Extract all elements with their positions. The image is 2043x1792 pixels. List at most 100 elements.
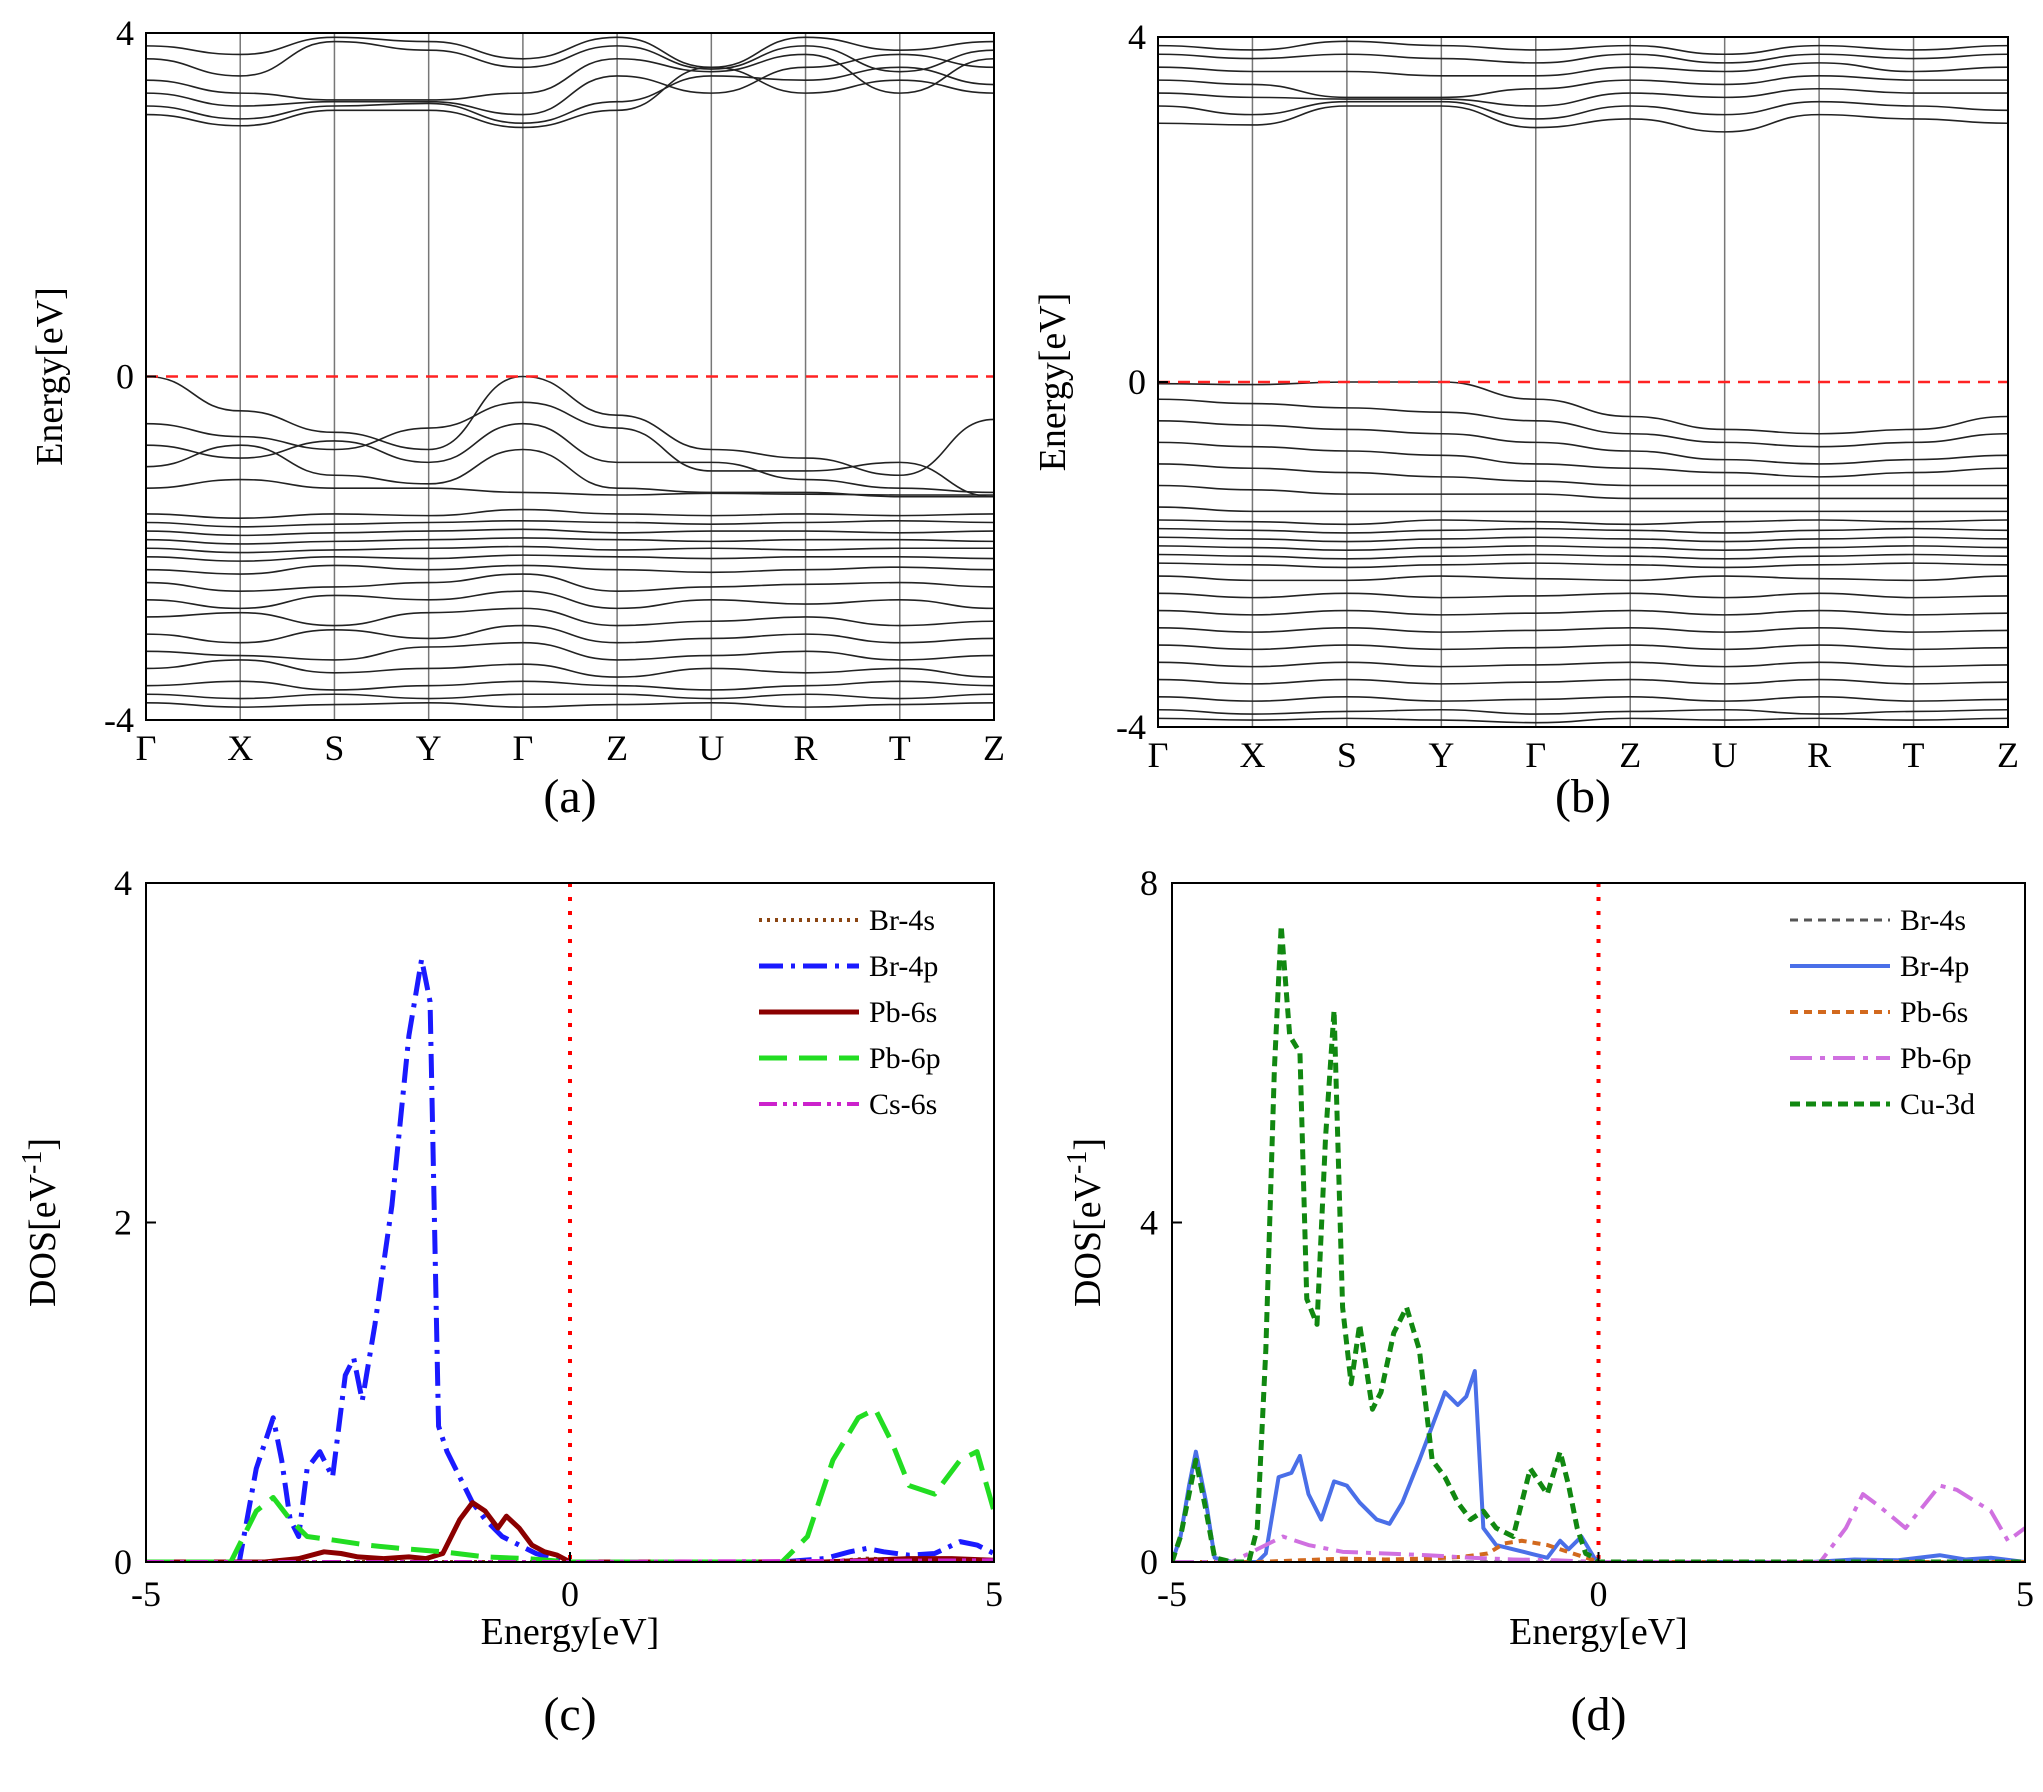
x-axis-label: Energy[eV] (481, 1611, 660, 1653)
y-axis-label-superscript: -1 (1062, 1151, 1093, 1174)
x-axis-label: Energy[eV] (1509, 1611, 1688, 1653)
y-tick-label: 0 (1128, 362, 1146, 402)
band-line (1158, 40, 2008, 56)
y-axis-label: DOS[eV-1] (1062, 1138, 1109, 1307)
band-line (1158, 463, 2008, 487)
y-tick-label: 8 (1140, 863, 1158, 903)
panel-label: (b) (1555, 770, 1611, 823)
x-tick-label: -5 (131, 1574, 161, 1614)
panel-c: -5 0 5024Energy[eV]DOS[eV-1]Br-4sBr-4pPb-6… (17, 863, 1003, 1741)
kpoint-label: Γ (136, 728, 157, 768)
y-axis-label-main: DOS[eV (1067, 1173, 1109, 1307)
band-line (1158, 75, 2008, 99)
y-axis-label: Energy[eV] (29, 287, 71, 466)
y-tick-label: 0 (116, 357, 134, 397)
legend-label: Pb-6s (1900, 996, 1968, 1029)
band-line (146, 554, 994, 562)
band-line (1158, 398, 2008, 448)
band-line (1158, 484, 2008, 500)
band-line (1158, 53, 2008, 64)
legend-label: Cs-6s (869, 1088, 937, 1121)
y-tick-label: 4 (1140, 1203, 1158, 1243)
series-line-br-4p (146, 956, 994, 1562)
band-line (1158, 420, 2008, 465)
band-line (1158, 545, 2008, 551)
band-line (1158, 627, 2008, 633)
band-line (1158, 441, 2008, 478)
band-line (146, 545, 994, 554)
legend-label: Cu-3d (1900, 1088, 1975, 1121)
band-line (146, 537, 994, 545)
y-tick-label: 4 (114, 863, 132, 903)
series-line-cs-6s (146, 1558, 994, 1562)
kpoint-label: Z (1619, 735, 1641, 775)
band-line (146, 573, 994, 592)
band-line (146, 375, 994, 477)
legend-label: Br-4s (1900, 904, 1966, 937)
kpoint-label: X (227, 728, 253, 768)
band-line (146, 641, 994, 661)
band-line (1158, 536, 2008, 543)
kpoint-label: Z (606, 728, 628, 768)
kpoint-label: Z (983, 728, 1005, 768)
kpoint-label: Γ (512, 728, 533, 768)
band-line (1158, 87, 2008, 107)
band-line (146, 508, 994, 519)
band-line (1158, 609, 2008, 616)
y-tick-label: 0 (114, 1542, 132, 1582)
band-line (146, 519, 994, 528)
legend: Br-4s Br-4p Pb-6s Pb-6p Cs-6s (759, 904, 941, 1121)
band-line (146, 53, 994, 116)
y-tick-label: 2 (114, 1203, 132, 1243)
kpoint-label: S (324, 728, 344, 768)
y-axis-label-main: DOS[eV (22, 1173, 64, 1307)
band-line (146, 422, 994, 494)
y-tick-label: -4 (104, 700, 134, 740)
bands-group (1158, 40, 2008, 724)
band-line (1158, 661, 2008, 668)
band-line (1158, 553, 2008, 560)
kpoint-label: U (1712, 735, 1738, 775)
legend-label: Pb-6s (869, 996, 937, 1029)
legend-label: Pb-6p (869, 1042, 941, 1075)
y-tick-label: 4 (116, 13, 134, 53)
series-line-cu-3d (1172, 922, 2025, 1562)
kpoint-label: T (1903, 735, 1925, 775)
band-line (1158, 696, 2008, 702)
panel-d: -5 0 5048Energy[eV]DOS[eV-1]Br-4sBr-4pPb-6… (1062, 863, 2034, 1741)
band-line (1158, 100, 2008, 120)
kpoint-label: R (794, 728, 818, 768)
band-line (146, 590, 994, 610)
band-line (146, 693, 994, 700)
series-line-pb-6p (1172, 1483, 2025, 1562)
y-tick-label: -4 (1116, 707, 1146, 747)
y-axis-label-superscript: -1 (17, 1151, 48, 1174)
kpoint-label: T (889, 728, 911, 768)
x-tick-label: 0 (561, 1574, 579, 1614)
band-line (146, 40, 994, 77)
series-group (146, 956, 994, 1562)
band-line (146, 702, 994, 708)
band-line (1158, 575, 2008, 582)
series-group (1172, 922, 2025, 1562)
band-line (146, 624, 994, 644)
kpoint-label: Γ (1525, 735, 1546, 775)
y-tick-label: 4 (1128, 17, 1146, 57)
band-line (146, 478, 994, 496)
band-line (146, 401, 994, 498)
x-tick-label: -5 (1157, 1574, 1187, 1614)
band-line (146, 36, 994, 69)
band-line (146, 53, 994, 101)
kpoint-label: Y (1428, 735, 1454, 775)
band-line (1158, 592, 2008, 599)
legend-label: Pb-6p (1900, 1042, 1972, 1075)
series-line-pb-6s (1172, 1538, 2025, 1562)
kpoint-label: R (1807, 735, 1831, 775)
x-tick-label: 0 (1590, 1574, 1608, 1614)
band-line (1158, 717, 2008, 724)
panel-label: (a) (543, 770, 596, 823)
band-line (146, 66, 994, 124)
